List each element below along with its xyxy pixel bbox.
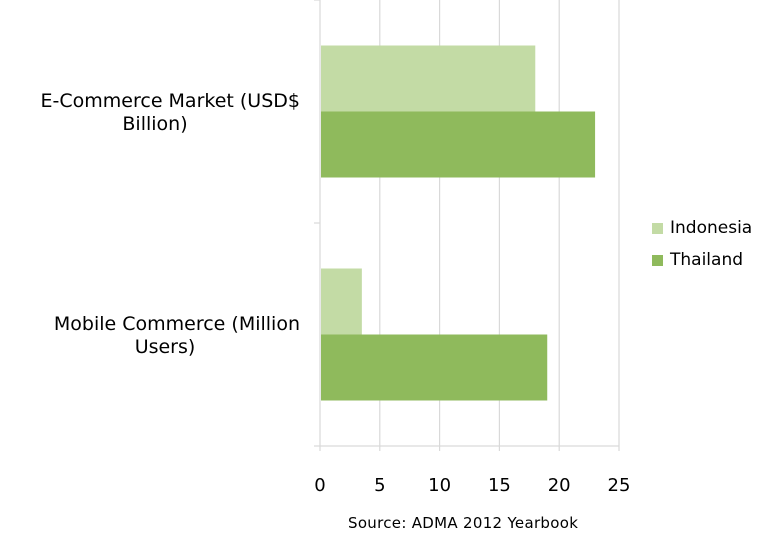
x-tick-label-2: 10 bbox=[428, 475, 451, 496]
bar-indonesia-1 bbox=[321, 268, 362, 335]
category-label-1-line-1: Users) bbox=[135, 336, 196, 358]
bar-thailand-1 bbox=[321, 334, 548, 401]
chart-legend: Indonesia Thailand bbox=[652, 212, 752, 276]
bar-thailand-0 bbox=[321, 111, 596, 178]
legend-label-indonesia: Indonesia bbox=[670, 218, 753, 238]
category-label-1-line-0: Mobile Commerce (Million bbox=[54, 313, 300, 335]
bar-indonesia-0 bbox=[321, 45, 536, 112]
x-tick-label-0: 0 bbox=[314, 475, 325, 496]
legend-swatch-indonesia bbox=[652, 222, 663, 234]
category-label-0-line-0: E-Commerce Market (USD$ bbox=[41, 90, 300, 112]
legend-item-thailand: Thailand bbox=[652, 244, 752, 276]
source-note: Source: ADMA 2012 Yearbook bbox=[348, 514, 579, 532]
x-tick-label-1: 5 bbox=[374, 475, 385, 496]
x-tick-label-5: 25 bbox=[608, 475, 631, 496]
legend-swatch-thailand bbox=[652, 254, 663, 266]
legend-label-thailand: Thailand bbox=[670, 250, 744, 270]
legend-item-indonesia: Indonesia bbox=[652, 212, 752, 244]
category-label-0-line-1: Billion) bbox=[122, 113, 187, 135]
x-tick-label-3: 15 bbox=[488, 475, 511, 496]
x-tick-label-4: 20 bbox=[548, 475, 571, 496]
